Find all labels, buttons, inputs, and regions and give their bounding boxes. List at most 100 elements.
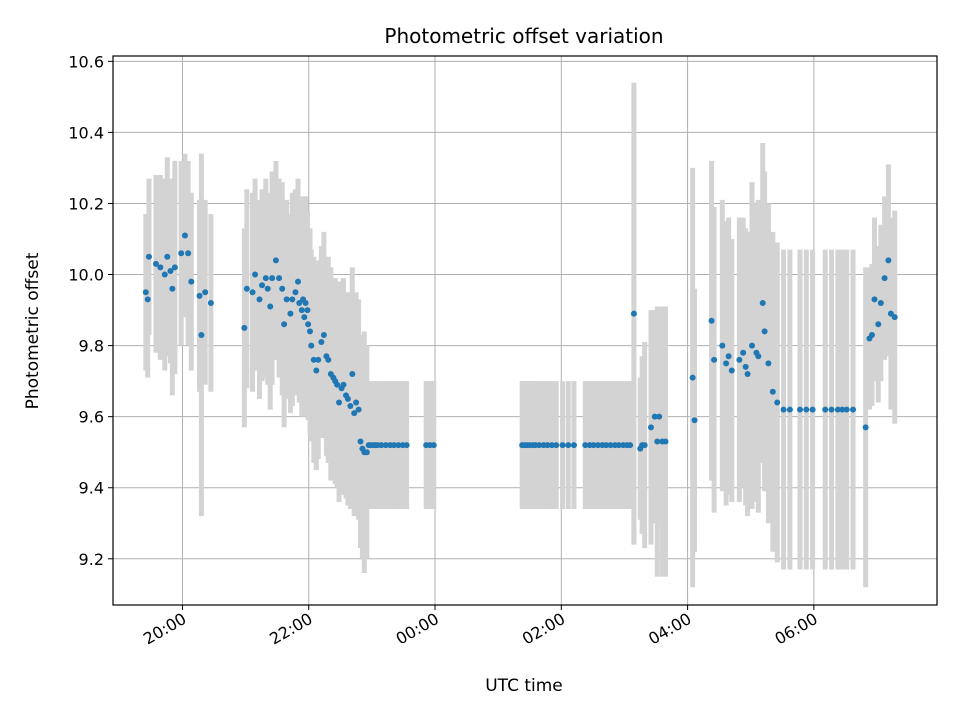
data-point [828, 406, 835, 413]
data-point [769, 388, 776, 395]
data-point [281, 321, 288, 328]
data-point [313, 367, 320, 374]
data-point [318, 339, 325, 346]
y-tick-label: 10.0 [68, 266, 104, 285]
data-point [736, 356, 743, 363]
data-point [157, 264, 164, 271]
data-point [152, 260, 159, 267]
data-point [834, 406, 841, 413]
data-point [164, 253, 171, 260]
data-point [796, 406, 803, 413]
data-point [822, 406, 829, 413]
data-point [142, 289, 149, 296]
data-point [382, 442, 389, 449]
data-point [742, 363, 749, 370]
data-point [301, 314, 308, 321]
data-point [188, 278, 195, 285]
data-point [276, 275, 283, 282]
data-point [570, 442, 577, 449]
data-point [264, 285, 271, 292]
data-point [871, 296, 878, 303]
data-point [759, 299, 766, 306]
data-point [241, 324, 248, 331]
data-point [627, 442, 634, 449]
data-point [839, 406, 846, 413]
data-point [875, 321, 882, 328]
data-point [144, 296, 151, 303]
data-point [320, 331, 327, 338]
data-point [196, 292, 203, 299]
data-point [287, 310, 294, 317]
data-point [363, 449, 370, 456]
data-point [891, 314, 898, 321]
data-point [395, 442, 402, 449]
data-point [305, 321, 312, 328]
data-point [885, 257, 892, 264]
data-point [691, 417, 698, 424]
data-point [780, 406, 787, 413]
data-point [185, 250, 192, 257]
data-point [728, 367, 735, 374]
data-point [755, 353, 762, 360]
y-tick-label: 10.2 [68, 194, 104, 213]
data-point [249, 289, 256, 296]
y-tick-label: 9.4 [79, 479, 104, 498]
data-point [774, 399, 781, 406]
data-point [662, 438, 669, 445]
data-point [877, 299, 884, 306]
data-point [167, 267, 174, 274]
data-point [272, 257, 279, 264]
data-point [862, 424, 869, 431]
data-point [809, 406, 816, 413]
data-point [430, 442, 437, 449]
data-point [403, 442, 410, 449]
data-point [761, 328, 768, 335]
data-point [654, 438, 661, 445]
data-point [302, 299, 309, 306]
data-point [603, 442, 610, 449]
plot-frame [112, 55, 938, 606]
data-point [740, 349, 747, 356]
data-point [334, 381, 341, 388]
data-point [355, 406, 362, 413]
data-point [145, 253, 152, 260]
data-point [786, 406, 793, 413]
data-point [651, 413, 658, 420]
data-point [279, 285, 286, 292]
data-point [340, 381, 347, 388]
data-point [336, 399, 343, 406]
data-point [310, 356, 317, 363]
data-points [142, 232, 898, 456]
data-point [559, 442, 566, 449]
y-tick-label: 9.8 [79, 337, 104, 356]
data-point [207, 299, 214, 306]
y-tick-label: 10.6 [68, 52, 104, 71]
data-point [202, 289, 209, 296]
data-point [607, 442, 614, 449]
y-axis-label: Photometric offset [23, 252, 43, 409]
data-point [262, 275, 269, 282]
data-point [295, 278, 302, 285]
data-point [850, 406, 857, 413]
data-point [725, 353, 732, 360]
chart-title: Photometric offset variation [384, 24, 663, 48]
data-point [198, 331, 205, 338]
data-point [289, 296, 296, 303]
data-point [803, 406, 810, 413]
data-point [647, 424, 654, 431]
data-point [296, 299, 303, 306]
data-point [378, 442, 385, 449]
data-point [178, 250, 185, 257]
data-point [171, 264, 178, 271]
data-point [307, 328, 314, 335]
data-point [161, 271, 168, 278]
data-point [744, 371, 751, 378]
data-point [544, 442, 551, 449]
data-point [315, 356, 322, 363]
data-point [390, 442, 397, 449]
data-point [292, 289, 299, 296]
data-point [656, 413, 663, 420]
data-point [357, 438, 364, 445]
data-point [169, 285, 176, 292]
